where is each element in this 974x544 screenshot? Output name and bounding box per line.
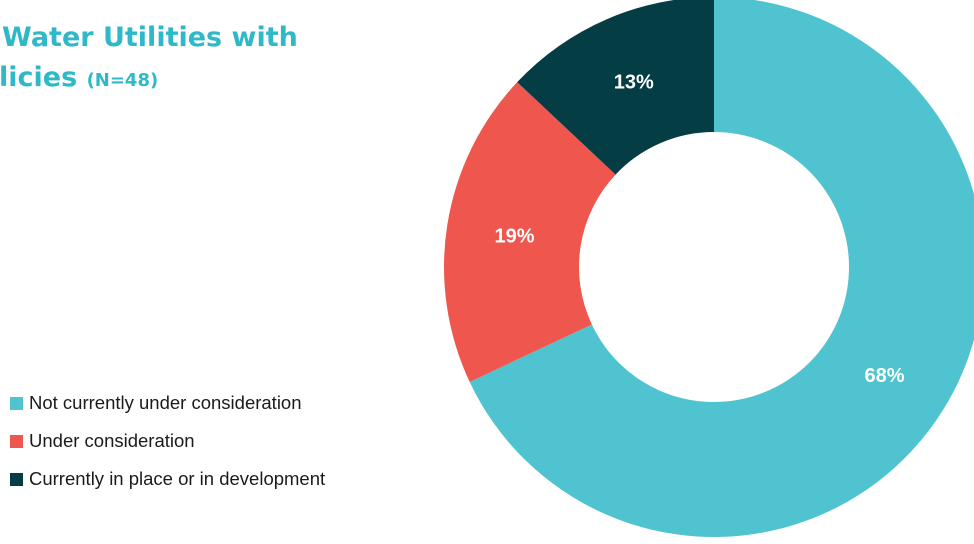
slice-under-consideration (444, 82, 616, 382)
chart-title: Water Utilities with licies (N=48) (0, 18, 298, 101)
legend-label: Not currently under consideration (29, 392, 302, 413)
legend-label: Currently in place or in development (29, 468, 326, 489)
legend-item-not-under-consideration: Not currently under consideration (10, 384, 325, 422)
data-label: 68% (865, 365, 905, 387)
chart-legend: Not currently under consideration Under … (10, 384, 325, 498)
data-label: 13% (614, 72, 654, 94)
legend-item-in-place-or-development: Currently in place or in development (10, 460, 325, 498)
slice-in-place-or-development (517, 0, 714, 175)
legend-swatch (10, 472, 23, 486)
chart-title-line-2-text: licies (0, 62, 78, 93)
chart-title-line-1: Water Utilities with (2, 22, 298, 53)
slice-not-under-consideration (469, 0, 974, 537)
chart-title-line-2: licies (N=48) (0, 58, 298, 101)
legend-label: Under consideration (29, 430, 195, 451)
legend-swatch (10, 434, 23, 448)
data-label: 19% (494, 225, 534, 247)
legend-item-under-consideration: Under consideration (10, 422, 325, 460)
legend-swatch (10, 396, 23, 410)
sample-size-label: (N=48) (86, 70, 159, 91)
